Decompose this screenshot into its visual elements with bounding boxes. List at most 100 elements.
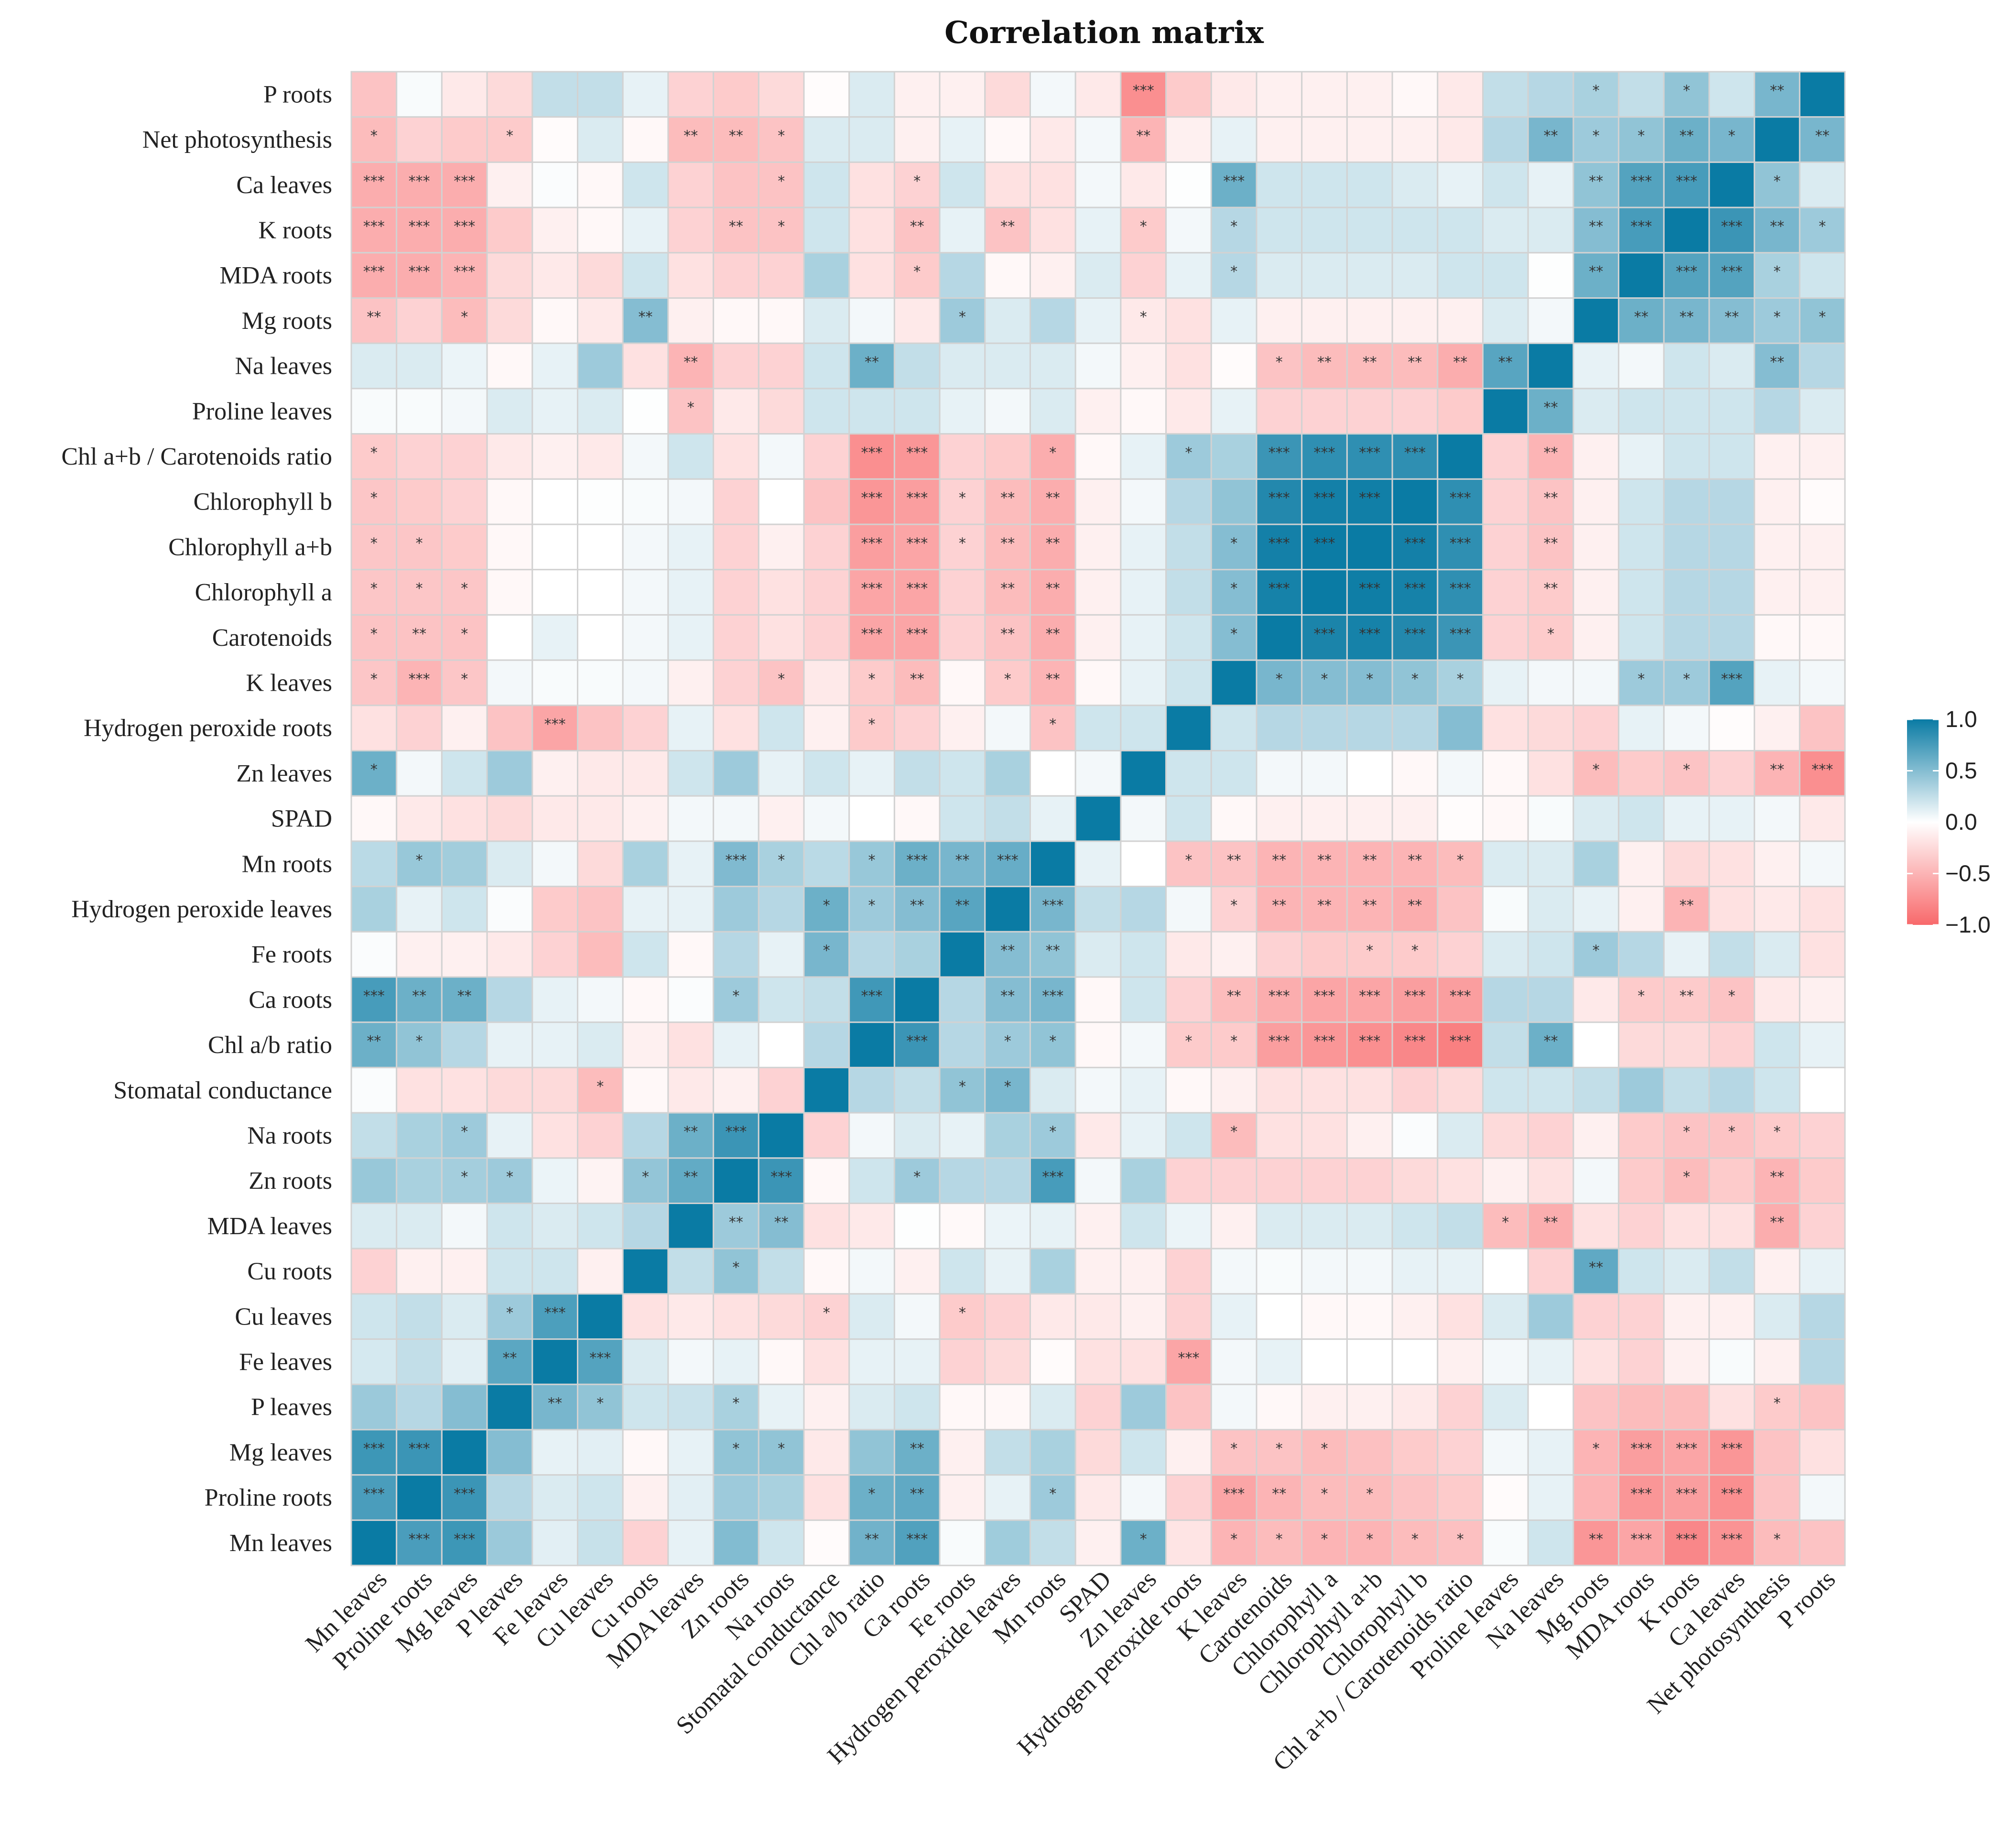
cell-proline-leaves-vs-fe-leaves (531, 388, 579, 435)
cell-na-roots-vs-na-roots (758, 1112, 805, 1159)
significance-mn-leaves-vs-mg-leaves: *** (454, 1531, 475, 1548)
cell-mn-leaves-vs-mg-roots (1572, 1519, 1620, 1566)
cell-mda-leaves-vs-proline-roots (396, 1203, 443, 1249)
cell-mg-roots-vs-hydrogen-peroxide-roots (1165, 297, 1212, 344)
significance-chl-a-b-carotenoids-ratio-vs-mn-leaves: * (370, 445, 378, 461)
cell-mn-leaves-vs-chl-a-b-ratio (848, 1519, 895, 1566)
cell-hydrogen-peroxide-roots-vs-mg-roots (1572, 705, 1620, 752)
cell-chl-a-b-carotenoids-ratio-vs-chlorophyll-a (1301, 433, 1348, 480)
cell-mda-leaves-vs-zn-roots (713, 1203, 759, 1249)
cell-zn-roots-vs-carotenoids (1256, 1157, 1303, 1205)
cell-k-roots-vs-mn-leaves (350, 206, 398, 254)
significance-mn-roots-vs-zn-roots: *** (725, 852, 747, 869)
cell-cu-roots-vs-fe-leaves (531, 1248, 579, 1295)
significance-net-photosynthesis-vs-ca-leaves: * (1728, 128, 1735, 144)
cell-chl-a-b-ratio-vs-fe-roots (939, 1021, 986, 1068)
cell-hydrogen-peroxide-roots-vs-p-roots (1799, 705, 1846, 752)
cell-net-photosynthesis-vs-mg-leaves (441, 116, 488, 163)
cell-mda-roots-vs-p-leaves (486, 252, 533, 299)
cell-na-roots-vs-proline-roots (396, 1112, 443, 1159)
significance-chl-a-b-ratio-vs-k-leaves: * (1230, 1033, 1237, 1050)
significance-chl-a-b-carotenoids-ratio-vs-carotenoids: *** (1268, 445, 1290, 461)
cell-p-leaves-vs-na-leaves (1527, 1383, 1574, 1431)
cell-cu-roots-vs-proline-roots (396, 1248, 443, 1295)
cell-mg-roots-vs-k-roots (1663, 297, 1710, 344)
cell-spad-vs-p-leaves (486, 795, 533, 842)
cell-fe-roots-vs-k-roots (1663, 931, 1710, 978)
cell-zn-roots-vs-net-photosynthesis (1754, 1157, 1800, 1205)
cell-ca-roots-vs-mg-leaves (441, 976, 488, 1023)
cell-zn-leaves-vs-p-leaves (486, 750, 533, 797)
cell-chlorophyll-a-b-vs-p-roots (1799, 523, 1846, 571)
cell-ca-roots-vs-na-roots (758, 976, 805, 1023)
significance-chlorophyll-a-b-vs-mn-leaves: * (370, 535, 378, 552)
cell-net-photosynthesis-vs-chl-a-b-ratio (848, 116, 895, 163)
cell-mn-roots-vs-cu-leaves (577, 840, 624, 888)
significance-carotenoids-vs-chlorophyll-b: *** (1404, 626, 1426, 642)
significance-mn-leaves-vs-k-roots: *** (1676, 1531, 1697, 1548)
cell-fe-leaves-vs-chl-a-b-carotenoids-ratio (1437, 1338, 1484, 1385)
cell-chlorophyll-a-vs-mg-roots (1572, 569, 1620, 616)
cell-zn-roots-vs-mda-roots (1618, 1157, 1665, 1205)
significance-mg-leaves-vs-na-roots: * (778, 1440, 785, 1457)
cell-ca-roots-vs-stomatal-conductance (803, 976, 850, 1023)
significance-mn-leaves-vs-chl-a-b-ratio: ** (865, 1531, 879, 1548)
cell-cu-leaves-vs-proline-roots (396, 1293, 443, 1340)
significance-mg-roots-vs-mn-leaves: ** (367, 309, 381, 326)
cell-mg-roots-vs-proline-leaves (1482, 297, 1529, 344)
cell-cu-leaves-vs-chlorophyll-a (1301, 1293, 1348, 1340)
significance-mda-roots-vs-k-leaves: * (1230, 263, 1237, 280)
significance-hydrogen-peroxide-leaves-vs-fe-roots: ** (955, 897, 970, 914)
cell-k-leaves-vs-k-roots (1663, 659, 1710, 706)
cell-chlorophyll-a-b-vs-zn-roots (713, 523, 759, 571)
cell-na-leaves-vs-ca-roots (893, 342, 941, 390)
cell-mn-roots-vs-net-photosynthesis (1754, 840, 1800, 888)
significance-proline-roots-vs-mn-leaves: *** (363, 1486, 385, 1502)
cell-na-leaves-vs-mn-roots (1030, 342, 1076, 390)
cell-na-roots-vs-mg-leaves (441, 1112, 488, 1159)
significance-chl-a-b-carotenoids-ratio-vs-chlorophyll-a: *** (1314, 445, 1335, 461)
cell-stomatal-conductance-vs-cu-roots (622, 1066, 669, 1114)
cell-chl-a-b-carotenoids-ratio-vs-chlorophyll-a-b (1346, 433, 1393, 480)
cell-cu-roots-vs-ca-roots (893, 1248, 941, 1295)
cell-mg-leaves-vs-mda-leaves (667, 1429, 715, 1476)
cell-p-roots-vs-chlorophyll-b (1391, 71, 1439, 118)
cell-fe-roots-vs-mda-leaves (667, 931, 715, 978)
cell-hydrogen-peroxide-roots-vs-k-leaves (1210, 705, 1257, 752)
significance-fe-roots-vs-chlorophyll-a-b: * (1366, 943, 1373, 959)
significance-mn-leaves-vs-zn-leaves: * (1140, 1531, 1147, 1548)
cell-chlorophyll-a-b-vs-net-photosynthesis (1754, 523, 1800, 571)
significance-k-roots-vs-mda-roots: *** (1630, 218, 1652, 235)
cell-ca-roots-vs-fe-roots (939, 976, 986, 1023)
cell-spad-vs-cu-leaves (577, 795, 624, 842)
cell-mg-leaves-vs-mg-leaves (441, 1429, 488, 1476)
cell-proline-leaves-vs-na-roots (758, 388, 805, 435)
cell-cu-leaves-vs-chlorophyll-b (1391, 1293, 1439, 1340)
cell-carotenoids-vs-chl-a-b-carotenoids-ratio (1437, 614, 1484, 661)
cell-spad-vs-mda-roots (1618, 795, 1665, 842)
cell-k-leaves-vs-k-leaves (1210, 659, 1257, 706)
cell-mg-roots-vs-p-roots (1799, 297, 1846, 344)
cell-zn-leaves-vs-mda-roots (1618, 750, 1665, 797)
cell-chl-a-b-ratio-vs-chlorophyll-a-b (1346, 1021, 1393, 1068)
cell-hydrogen-peroxide-roots-vs-hydrogen-peroxide-leaves (984, 705, 1031, 752)
cell-p-roots-vs-mg-roots (1572, 71, 1620, 118)
significance-carotenoids-vs-chlorophyll-a: *** (1314, 626, 1335, 642)
cell-fe-roots-vs-ca-roots (893, 931, 941, 978)
significance-mn-roots-vs-hydrogen-peroxide-leaves: *** (997, 852, 1019, 869)
significance-chl-a-b-ratio-vs-chl-a-b-carotenoids-ratio: *** (1450, 1033, 1471, 1050)
cell-hydrogen-peroxide-leaves-vs-hydrogen-peroxide-leaves (984, 886, 1031, 933)
cell-carotenoids-vs-spad (1074, 614, 1122, 661)
cell-carotenoids-vs-cu-roots (622, 614, 669, 661)
significance-chl-a-b-carotenoids-ratio-vs-ca-roots: *** (906, 445, 928, 461)
cell-net-photosynthesis-vs-chlorophyll-a (1301, 116, 1348, 163)
cell-mg-leaves-vs-p-roots (1799, 1429, 1846, 1476)
significance-zn-roots-vs-mg-leaves: * (461, 1169, 468, 1185)
cell-p-leaves-vs-carotenoids (1256, 1383, 1303, 1431)
cell-proline-roots-vs-stomatal-conductance (803, 1474, 850, 1521)
cell-hydrogen-peroxide-roots-vs-proline-leaves (1482, 705, 1529, 752)
cell-ca-leaves-vs-k-leaves (1210, 161, 1257, 208)
significance-mg-leaves-vs-mn-leaves: *** (363, 1440, 385, 1457)
cell-ca-leaves-vs-chlorophyll-b (1391, 161, 1439, 208)
cell-na-roots-vs-mda-leaves (667, 1112, 715, 1159)
